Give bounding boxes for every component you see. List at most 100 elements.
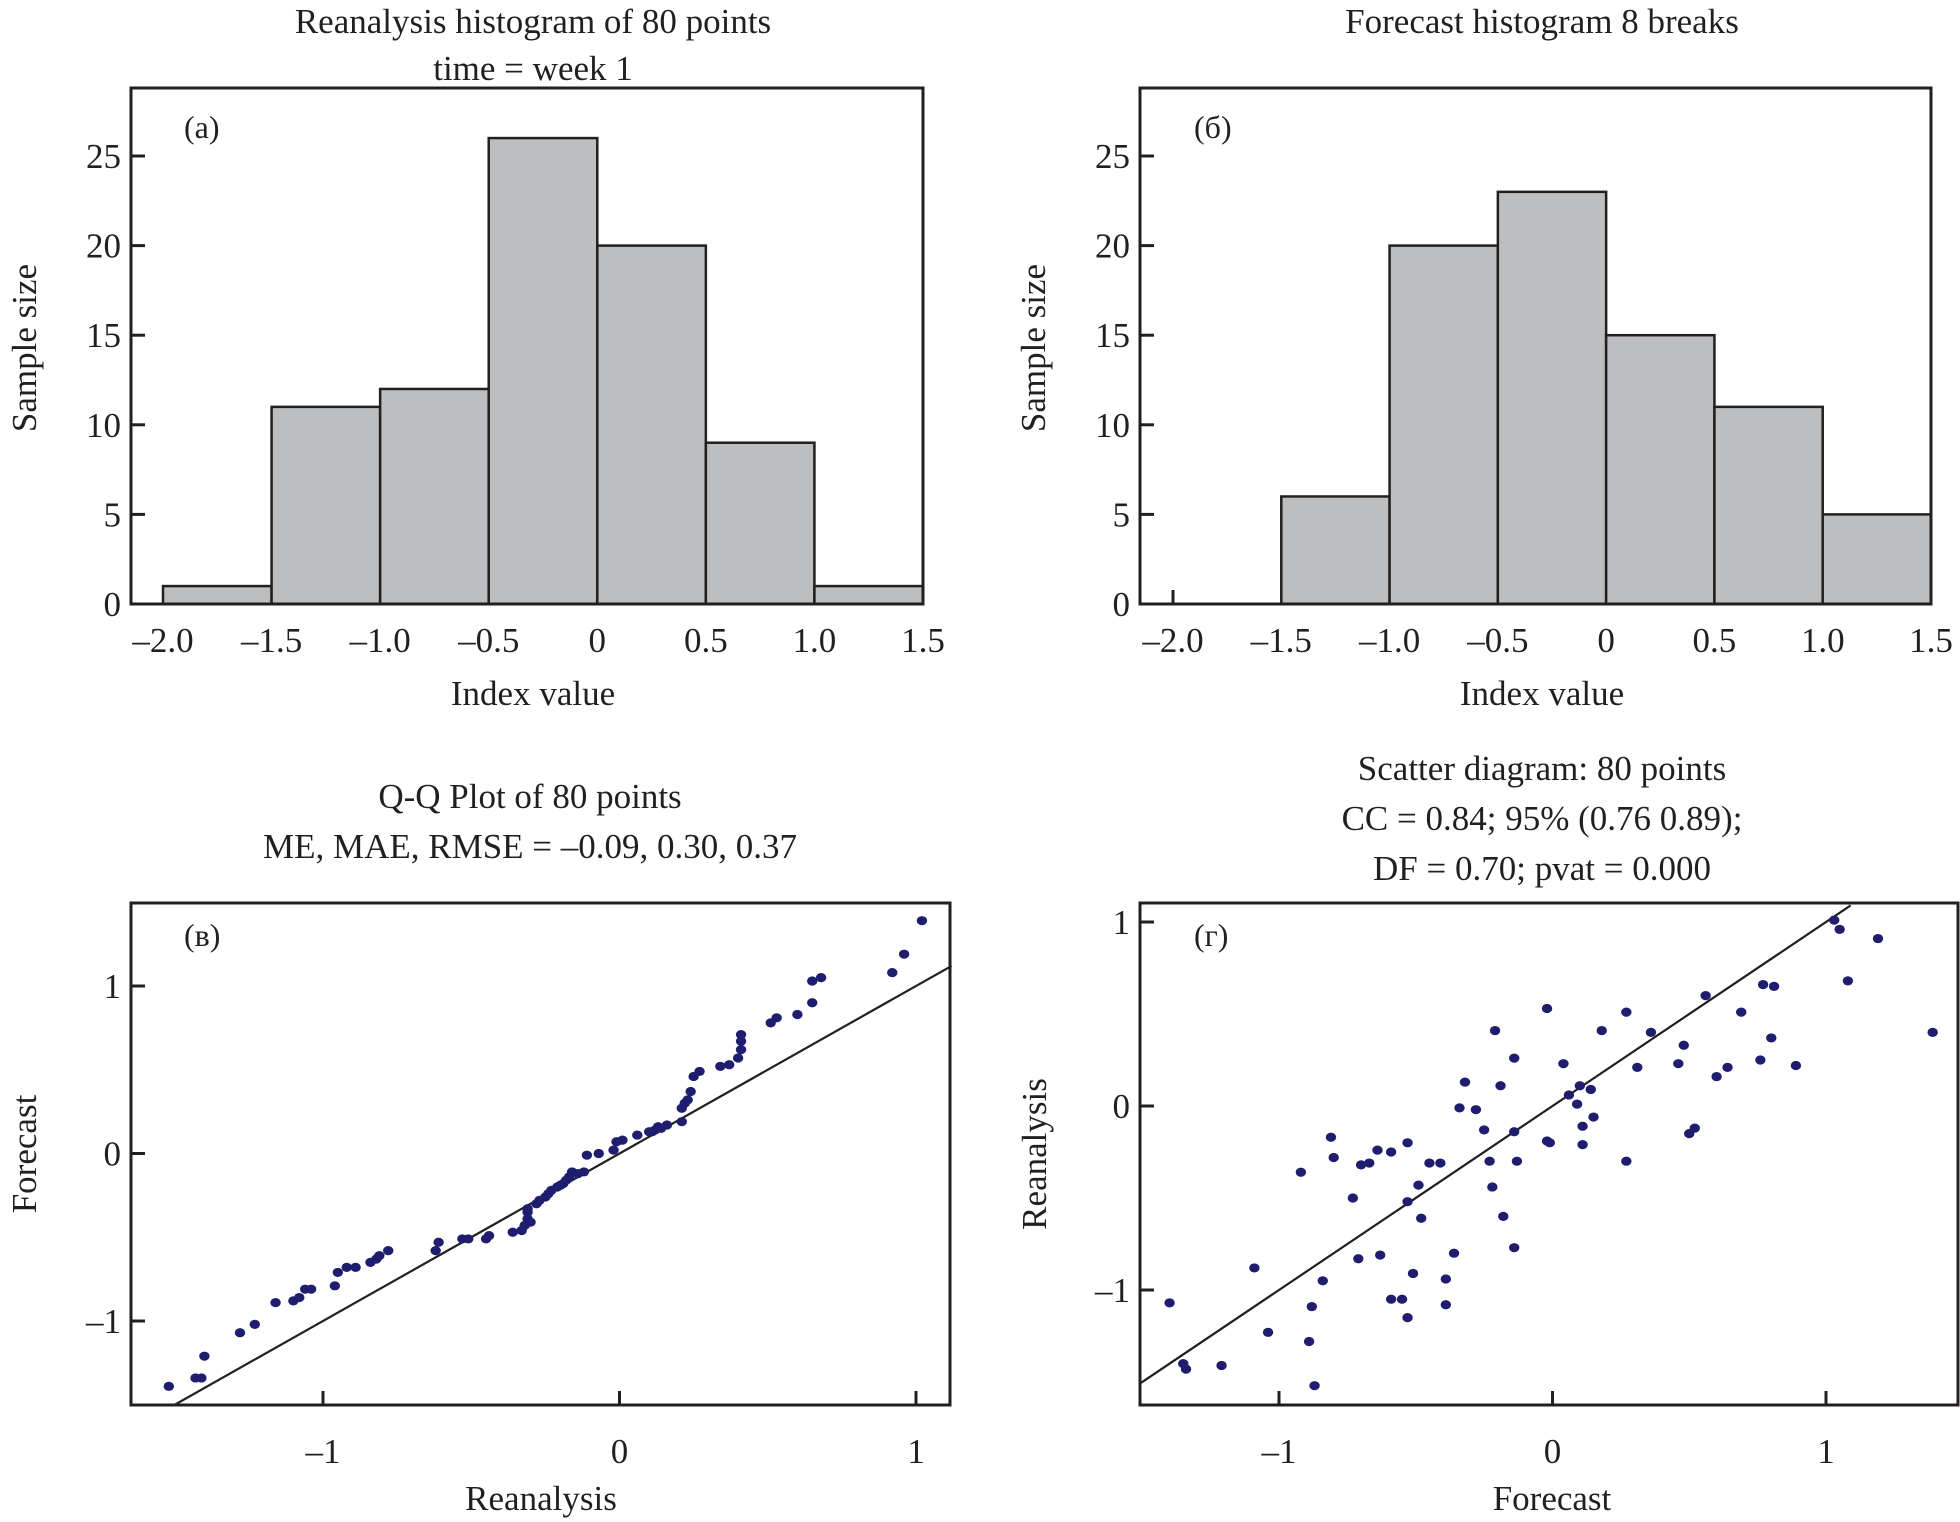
x-tick-label: 0 (589, 621, 607, 660)
data-point (1509, 1053, 1520, 1063)
data-point (1585, 1084, 1596, 1095)
y-tick-label: 0 (104, 585, 122, 624)
data-point (608, 1145, 619, 1155)
data-point (1317, 1276, 1328, 1286)
histogram-bar (813, 584, 925, 606)
x-tick-label: 1 (907, 1432, 925, 1471)
data-point (341, 1262, 352, 1272)
data-point (270, 1297, 281, 1308)
reference-line (1138, 904, 1852, 1385)
x-tick-label: 1.0 (1801, 621, 1845, 660)
data-point (1402, 1197, 1413, 1207)
data-point (593, 1148, 604, 1159)
chart-title-line-2: CC = 0.84; 95% (0.76 0.89); (1342, 799, 1743, 838)
chart-title-line-1: Forecast histogram 8 breaks (1345, 2, 1739, 41)
data-point (1440, 1300, 1452, 1310)
scatter-diagram-panel: Scatter diagram: 80 points CC = 0.84; 95… (1015, 749, 1960, 1518)
x-tick-label: 1.0 (793, 621, 837, 660)
y-tick-label: 1 (1113, 903, 1131, 942)
data-point (1563, 1090, 1575, 1100)
plot-frame (129, 86, 925, 606)
data-point (1295, 1167, 1307, 1177)
histogram-bar (1496, 190, 1608, 606)
data-point (1700, 991, 1711, 1001)
data-point (1736, 1007, 1747, 1017)
data-point (1355, 1160, 1367, 1170)
data-point (1303, 1336, 1315, 1347)
x-tick-label: 1 (1817, 1432, 1835, 1471)
chart-title-line-2: time = week 1 (433, 49, 633, 88)
data-point (249, 1319, 261, 1329)
data-point (350, 1262, 361, 1272)
data-point (735, 1036, 747, 1046)
data-point (916, 916, 928, 926)
data-point (1262, 1327, 1274, 1337)
data-point (1407, 1268, 1419, 1279)
data-point (1571, 1099, 1583, 1109)
histogram-bar (161, 584, 273, 606)
data-point (1487, 1182, 1498, 1192)
y-tick-label: 0 (1113, 585, 1131, 624)
data-point (1829, 915, 1840, 925)
x-tick-label: –1.5 (240, 621, 302, 660)
x-tick-label: –1.0 (1358, 621, 1420, 660)
data-point (1621, 1156, 1632, 1166)
data-point (1766, 1033, 1777, 1043)
x-axis-label: Forecast (1493, 1479, 1612, 1518)
data-point (1498, 1211, 1509, 1221)
data-point (1402, 1138, 1413, 1148)
data-point (735, 1045, 747, 1055)
data-point (163, 1381, 175, 1391)
data-point (1495, 1081, 1506, 1091)
x-tick-label: 0 (611, 1432, 629, 1471)
data-point (694, 1066, 705, 1077)
data-point (1364, 1158, 1375, 1168)
data-point (1511, 1156, 1523, 1166)
data-point (1306, 1301, 1318, 1312)
data-point (1588, 1112, 1599, 1122)
data-point (685, 1086, 696, 1097)
data-point (463, 1234, 474, 1244)
histogram-bar (596, 244, 708, 606)
x-tick-label: 1.5 (1909, 621, 1953, 660)
data-point (1416, 1213, 1427, 1223)
data-point (1325, 1132, 1337, 1142)
data-point (1249, 1263, 1260, 1273)
data-point (329, 1281, 341, 1291)
data-point (815, 973, 827, 983)
x-axis-label: Reanalysis (465, 1479, 617, 1518)
histogram-bar (704, 441, 816, 606)
data-point (807, 976, 818, 986)
data-point (1577, 1140, 1588, 1150)
x-tick-label: –0.5 (1466, 621, 1528, 660)
data-point (1440, 1274, 1452, 1284)
data-point (1484, 1156, 1495, 1166)
y-tick-label: 0 (104, 1135, 122, 1174)
x-tick-label: –1.0 (349, 621, 411, 660)
data-point (1768, 981, 1780, 992)
data-point (563, 1172, 575, 1182)
data-point (581, 1150, 593, 1160)
data-point (1834, 924, 1845, 934)
histogram-bar (1713, 405, 1824, 606)
data-point (807, 998, 818, 1008)
reanalysis-histogram-panel: Reanalysis histogram of 80 points time =… (5, 2, 945, 713)
plot-frame (1138, 901, 1960, 1407)
y-tick-label: 1 (104, 967, 122, 1006)
chart-title-line-1: Reanalysis histogram of 80 points (295, 2, 771, 41)
data-point (715, 1061, 726, 1071)
panel-label: (б) (1194, 109, 1232, 145)
y-tick-label: 20 (1095, 227, 1130, 266)
chart-title-line-2: ME, MAE, RMSE = –0.09, 0.30, 0.37 (263, 827, 797, 866)
data-point (1328, 1152, 1339, 1163)
y-tick-label: 15 (1095, 316, 1130, 355)
y-tick-label: 5 (1113, 495, 1131, 534)
data-point (1689, 1123, 1700, 1133)
data-point (1673, 1059, 1684, 1069)
data-point (433, 1237, 444, 1247)
data-point (383, 1246, 394, 1256)
data-point (1678, 1040, 1689, 1050)
data-point (679, 1098, 690, 1108)
data-point (1842, 976, 1854, 986)
